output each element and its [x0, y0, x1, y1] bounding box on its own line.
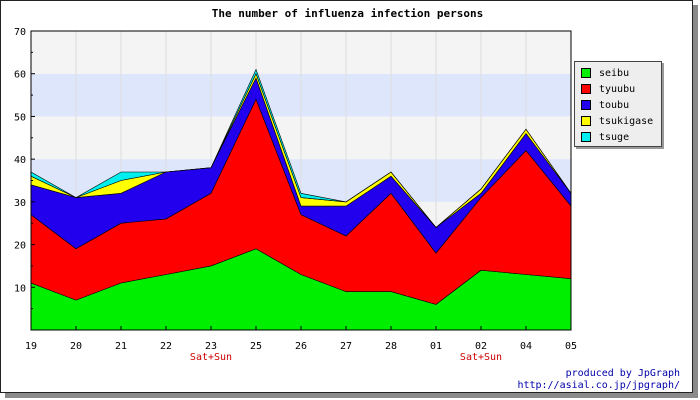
chart-title: The number of influenza infection person… — [211, 7, 484, 20]
legend-swatch — [581, 132, 591, 142]
y-tick-label: 20 — [14, 241, 26, 252]
x-tick-label: 04 — [520, 341, 532, 352]
y-tick-label: 50 — [14, 112, 26, 123]
y-tick-label: 40 — [14, 155, 26, 166]
legend-swatch — [581, 68, 591, 78]
x-tick-label: 20 — [70, 341, 82, 352]
x-tick-label: 05 — [565, 341, 577, 352]
legend-swatch — [581, 116, 591, 126]
legend-item-seibu: seibu — [581, 65, 661, 81]
x-tick-label: 28 — [385, 341, 397, 352]
chart-frame: The number of influenza infection person… — [0, 0, 693, 393]
x-tick-label: 22 — [160, 341, 172, 352]
legend-label: toubu — [599, 99, 630, 111]
legend-swatch — [581, 100, 591, 110]
x-tick-label: 25 — [250, 341, 262, 352]
legend-label: tyuubu — [599, 83, 636, 95]
y-tick-label: 70 — [14, 27, 26, 38]
x-tick-label: 26 — [295, 341, 307, 352]
legend-swatch — [581, 84, 591, 94]
legend-item-tsukigase: tsukigase — [581, 113, 661, 129]
legend-item-tyuubu: tyuubu — [581, 81, 661, 97]
chart-legend: seibu tyuubu toubu tsukigase tsuge — [574, 61, 662, 147]
x-tick-label: 01 — [430, 341, 442, 352]
y-tick-label: 60 — [14, 70, 26, 81]
legend-item-tsuge: tsuge — [581, 129, 661, 145]
credit-produced-by[interactable]: produced by JpGraph — [565, 368, 680, 379]
x-tick-label: 23 — [205, 341, 217, 352]
x-tick-label: 21 — [115, 341, 127, 352]
x-tick-note: Sat+Sun — [460, 352, 502, 363]
x-tick-label: 19 — [25, 341, 37, 352]
x-tick-label: 02 — [475, 341, 487, 352]
x-tick-label: 27 — [340, 341, 352, 352]
legend-label: tsuge — [599, 131, 630, 143]
y-tick-label: 30 — [14, 198, 26, 209]
y-tick-label: 10 — [14, 283, 26, 294]
x-tick-note: Sat+Sun — [190, 352, 232, 363]
legend-label: tsukigase — [599, 115, 654, 127]
credit-url-link[interactable]: http://asial.co.jp/jpgraph/ — [517, 380, 680, 391]
legend-item-toubu: toubu — [581, 97, 661, 113]
legend-label: seibu — [599, 67, 630, 79]
area-series-tsuge — [30, 68, 572, 228]
credit: produced by JpGraph http://asial.co.jp/j… — [517, 368, 680, 392]
